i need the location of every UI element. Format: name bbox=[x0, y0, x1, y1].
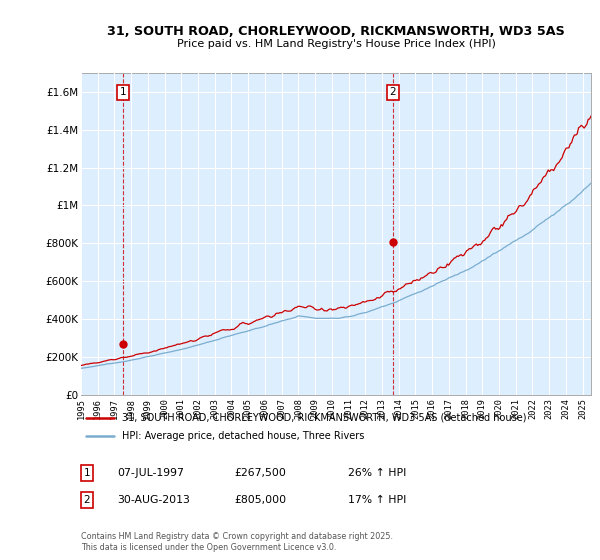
Text: 17% ↑ HPI: 17% ↑ HPI bbox=[348, 495, 406, 505]
Text: 1: 1 bbox=[83, 468, 91, 478]
Text: 31, SOUTH ROAD, CHORLEYWOOD, RICKMANSWORTH, WD3 5AS (detached house): 31, SOUTH ROAD, CHORLEYWOOD, RICKMANSWOR… bbox=[122, 413, 526, 423]
Text: Price paid vs. HM Land Registry's House Price Index (HPI): Price paid vs. HM Land Registry's House … bbox=[176, 39, 496, 49]
Text: £267,500: £267,500 bbox=[234, 468, 286, 478]
Text: 2: 2 bbox=[83, 495, 91, 505]
Text: 31, SOUTH ROAD, CHORLEYWOOD, RICKMANSWORTH, WD3 5AS: 31, SOUTH ROAD, CHORLEYWOOD, RICKMANSWOR… bbox=[107, 25, 565, 38]
Text: 26% ↑ HPI: 26% ↑ HPI bbox=[348, 468, 406, 478]
Text: 1: 1 bbox=[120, 87, 127, 97]
Text: Contains HM Land Registry data © Crown copyright and database right 2025.
This d: Contains HM Land Registry data © Crown c… bbox=[81, 531, 393, 553]
Text: 07-JUL-1997: 07-JUL-1997 bbox=[117, 468, 184, 478]
Text: HPI: Average price, detached house, Three Rivers: HPI: Average price, detached house, Thre… bbox=[122, 431, 364, 441]
Text: 2: 2 bbox=[390, 87, 397, 97]
Text: £805,000: £805,000 bbox=[234, 495, 286, 505]
Text: 30-AUG-2013: 30-AUG-2013 bbox=[117, 495, 190, 505]
